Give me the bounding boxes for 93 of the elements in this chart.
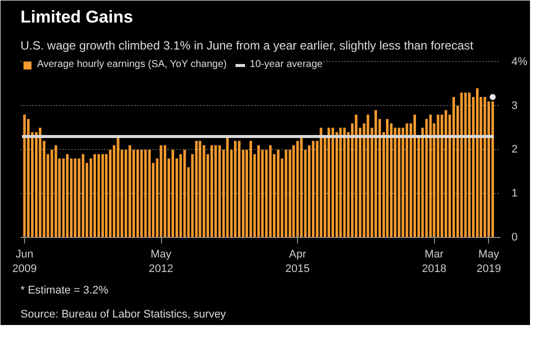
bar bbox=[160, 145, 162, 238]
bar bbox=[148, 150, 151, 238]
legend-label: Average hourly earnings (SA, YoY change) bbox=[37, 59, 227, 70]
bar bbox=[308, 145, 310, 238]
bar bbox=[195, 140, 198, 238]
bar bbox=[70, 158, 73, 238]
bar bbox=[296, 140, 299, 238]
bar bbox=[300, 136, 303, 238]
bar bbox=[234, 140, 237, 238]
bar bbox=[218, 145, 221, 238]
bar bbox=[128, 145, 132, 238]
bar bbox=[202, 145, 206, 238]
bar bbox=[328, 128, 330, 238]
bar bbox=[101, 154, 104, 238]
text: * Estimate = 3.2% bbox=[20, 284, 108, 296]
legend-label: 10-year average bbox=[250, 59, 323, 70]
bar bbox=[366, 114, 370, 238]
x-tick-label: May 2012 bbox=[148, 248, 174, 275]
bar bbox=[452, 97, 455, 238]
bar bbox=[464, 92, 467, 238]
bar bbox=[214, 145, 217, 238]
bar bbox=[54, 145, 58, 238]
bar bbox=[491, 101, 494, 238]
bar bbox=[468, 92, 471, 238]
bar bbox=[425, 118, 428, 238]
bar bbox=[144, 150, 147, 238]
bar bbox=[332, 128, 334, 238]
bar bbox=[108, 150, 112, 238]
y-tick-label: 3 bbox=[512, 100, 518, 112]
bar bbox=[90, 158, 92, 238]
bar bbox=[312, 140, 314, 238]
bar bbox=[74, 158, 76, 238]
x-tick-label: Mar 2018 bbox=[422, 248, 446, 275]
bar bbox=[210, 145, 214, 238]
bar bbox=[460, 92, 463, 238]
x-tick-label: May 2019 bbox=[476, 248, 501, 275]
bar bbox=[402, 128, 404, 238]
bar bbox=[487, 101, 490, 238]
bar bbox=[343, 128, 346, 238]
y-tick-label: 0 bbox=[512, 232, 518, 244]
bar bbox=[116, 136, 120, 238]
y-tick-label: 4% bbox=[512, 56, 528, 68]
bar bbox=[97, 154, 100, 238]
bar bbox=[390, 123, 393, 238]
bar bbox=[124, 150, 128, 238]
bar bbox=[292, 145, 295, 238]
bar bbox=[354, 114, 358, 238]
bar bbox=[476, 88, 479, 238]
bar bbox=[140, 150, 143, 238]
bar bbox=[226, 136, 229, 238]
x-tick-label: Apr 2015 bbox=[285, 248, 310, 275]
bar bbox=[50, 150, 54, 238]
bar bbox=[257, 145, 260, 238]
bar bbox=[484, 97, 486, 238]
bar bbox=[62, 158, 65, 238]
bar bbox=[132, 150, 135, 238]
bar bbox=[288, 150, 292, 238]
bar bbox=[66, 154, 69, 238]
bar bbox=[183, 150, 186, 238]
y-tick-label: 2 bbox=[512, 144, 518, 156]
bar bbox=[406, 123, 408, 238]
bar bbox=[398, 128, 400, 238]
bar bbox=[444, 110, 448, 238]
bar bbox=[339, 128, 342, 238]
bar bbox=[320, 128, 322, 238]
x-tick-label: Jun 2009 bbox=[12, 248, 37, 275]
bar bbox=[284, 150, 288, 238]
bar bbox=[374, 110, 378, 238]
bar bbox=[164, 145, 166, 238]
chart-title: Limited Gains bbox=[20, 8, 133, 26]
bar bbox=[82, 154, 84, 238]
bar bbox=[78, 158, 80, 238]
bar bbox=[93, 154, 96, 238]
bar bbox=[394, 128, 396, 238]
y-tick-label: 1 bbox=[512, 188, 518, 200]
bar bbox=[261, 150, 264, 238]
bar bbox=[429, 114, 432, 238]
bar bbox=[172, 150, 174, 238]
bar bbox=[413, 114, 416, 238]
bar bbox=[23, 114, 26, 238]
bar bbox=[249, 140, 252, 238]
bar bbox=[269, 145, 272, 238]
chart-subtitle: U.S. wage growth climbed 3.1% in June from a year earlier, slightly less than forecast bbox=[20, 38, 474, 52]
bar bbox=[276, 150, 280, 238]
source-note: Source: Bureau of Labor Statistics, survey bbox=[20, 308, 226, 320]
bar bbox=[27, 118, 30, 238]
bar bbox=[136, 150, 139, 238]
bar bbox=[198, 140, 202, 238]
bar bbox=[238, 140, 240, 238]
bar bbox=[265, 150, 268, 238]
bar bbox=[38, 128, 42, 238]
bar bbox=[386, 118, 389, 238]
bar bbox=[436, 114, 440, 238]
